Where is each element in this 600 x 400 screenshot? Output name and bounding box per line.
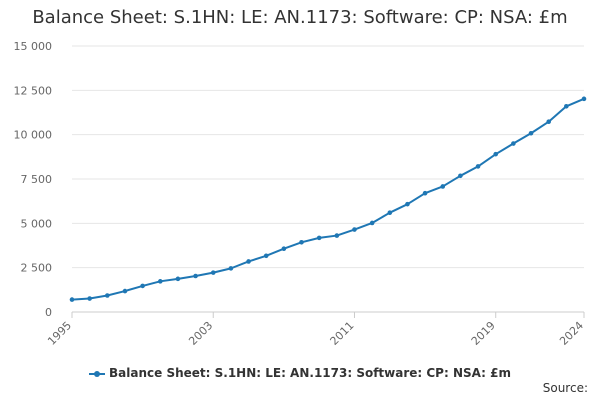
data-point[interactable] <box>87 296 92 301</box>
y-tick-label: 5 000 <box>21 217 53 230</box>
data-point[interactable] <box>175 276 181 282</box>
x-tick-label: 1995 <box>45 319 74 348</box>
x-tick-label: 2003 <box>186 319 215 348</box>
source-label: Source: <box>542 381 588 395</box>
y-axis: 0 2 500 5 000 7 500 10 000 12 500 15 000 <box>14 40 53 319</box>
data-point[interactable] <box>440 184 446 189</box>
data-point[interactable] <box>546 119 551 125</box>
data-point[interactable] <box>122 288 128 294</box>
legend[interactable]: Balance Sheet: S.1HN: LE: AN.1173: Softw… <box>0 366 600 380</box>
y-tick-label: 0 <box>45 306 52 319</box>
x-tick-label: 2024 <box>557 319 586 348</box>
legend-swatch-icon <box>89 369 106 379</box>
series <box>69 96 587 302</box>
data-point[interactable] <box>564 103 569 109</box>
data-point[interactable] <box>193 273 198 279</box>
chart-title: Balance Sheet: S.1HN: LE: AN.1173: Softw… <box>32 7 568 28</box>
data-point[interactable] <box>157 279 163 284</box>
y-tick-label: 10 000 <box>14 129 53 142</box>
y-tick-label: 12 500 <box>14 84 53 97</box>
data-point[interactable] <box>246 259 251 264</box>
data-point[interactable] <box>458 173 463 179</box>
x-axis: 1995 2003 2011 2019 2024 <box>45 312 586 348</box>
data-point[interactable] <box>316 235 322 241</box>
data-point[interactable] <box>69 297 75 302</box>
data-point[interactable] <box>528 130 534 136</box>
data-point[interactable] <box>299 240 304 245</box>
data-point[interactable] <box>387 210 393 215</box>
series-line <box>71 97 585 301</box>
data-point[interactable] <box>422 190 428 196</box>
y-tick-label: 15 000 <box>14 40 53 53</box>
x-tick-label: 2019 <box>469 319 498 348</box>
data-point[interactable] <box>105 293 110 298</box>
data-point[interactable] <box>210 270 216 275</box>
y-tick-label: 7 500 <box>21 173 53 186</box>
y-tick-label: 2 500 <box>21 262 53 275</box>
data-point[interactable] <box>511 141 516 146</box>
data-point[interactable] <box>334 233 340 238</box>
legend-label: Balance Sheet: S.1HN: LE: AN.1173: Softw… <box>109 366 511 380</box>
x-tick-label: 2011 <box>328 319 357 348</box>
data-point[interactable] <box>581 96 587 102</box>
data-point[interactable] <box>140 283 145 289</box>
data-point[interactable] <box>228 266 234 271</box>
data-point[interactable] <box>493 151 499 157</box>
data-point[interactable] <box>281 246 287 251</box>
data-point[interactable] <box>405 201 410 207</box>
data-point[interactable] <box>475 164 481 169</box>
data-point[interactable] <box>263 253 269 259</box>
gridlines <box>72 45 584 313</box>
data-point[interactable] <box>352 227 357 232</box>
data-point[interactable] <box>369 220 375 226</box>
